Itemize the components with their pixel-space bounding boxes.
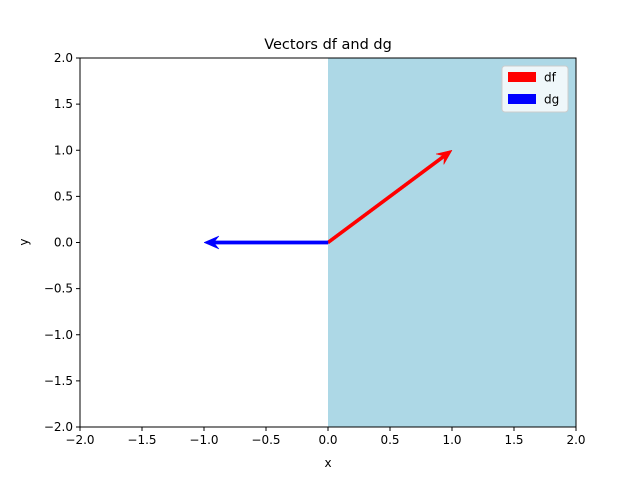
chart-title: Vectors df and dg xyxy=(264,37,392,53)
y-tick-label: 1.0 xyxy=(54,143,73,157)
legend-label-df: df xyxy=(544,71,557,85)
x-axis-label: x xyxy=(324,456,331,470)
y-tick-label: −1.0 xyxy=(44,328,73,342)
vector-arrow-dg xyxy=(203,235,329,250)
legend: df dg xyxy=(501,65,569,113)
legend-swatch-df xyxy=(508,72,536,82)
x-tick-label: 2.0 xyxy=(566,433,585,447)
vector-arrow-df xyxy=(326,149,453,245)
legend-label-dg: dg xyxy=(544,93,559,107)
y-tick-label: −2.0 xyxy=(44,420,73,434)
y-tick-label: −0.5 xyxy=(44,282,73,296)
y-tick-label: 0.0 xyxy=(54,236,73,250)
y-tick-label: 0.5 xyxy=(54,189,73,203)
shaded-region xyxy=(328,58,576,427)
x-tick-label: −1.5 xyxy=(127,433,156,447)
y-tick-label: 2.0 xyxy=(54,51,73,65)
x-tick-label: 0.0 xyxy=(318,433,337,447)
y-axis-label: y xyxy=(17,238,31,245)
x-tick-label: 1.5 xyxy=(504,433,523,447)
x-tick-label: −2.0 xyxy=(65,433,94,447)
x-tick-label: 1.0 xyxy=(442,433,461,447)
plot-area: −2.0 −1.5 −1.0 −0.5 0.0 0.5 1.0 1.5 2.0 −2.0 −1.5 −… xyxy=(44,51,586,447)
y-tick-label: −1.5 xyxy=(44,374,73,388)
x-tick-label: −0.5 xyxy=(251,433,280,447)
y-tick-label: 1.5 xyxy=(54,97,73,111)
x-tick-label: −1.0 xyxy=(189,433,218,447)
x-tick-label: 0.5 xyxy=(380,433,399,447)
legend-swatch-dg xyxy=(508,94,536,104)
